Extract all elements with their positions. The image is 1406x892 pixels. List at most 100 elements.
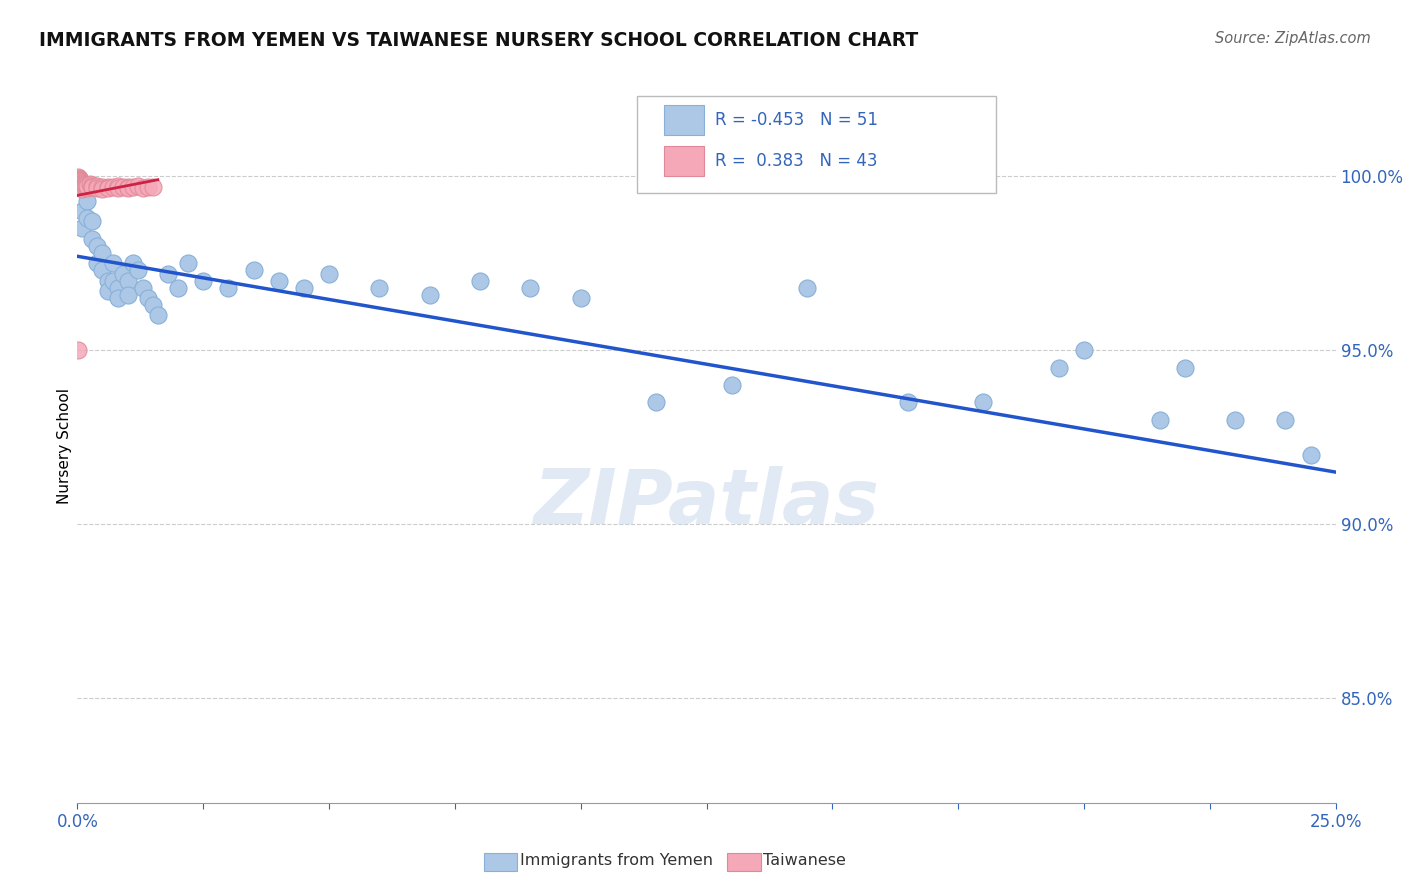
Point [1223,413,1246,427]
Point [117,179,139,194]
Point [1299,448,1322,462]
Point [67,171,90,186]
Point [76,211,98,225]
Point [1274,413,1296,427]
Point [82,179,104,194]
Point [111,267,134,281]
Point [101,256,124,270]
Point [70,178,93,192]
Point [897,395,920,409]
Point [318,267,340,281]
Point [142,298,165,312]
Point [66,343,89,358]
Point [96,181,118,195]
Point [142,179,165,194]
Point [107,178,129,193]
Point [127,178,149,193]
Point [107,181,129,195]
Point [76,194,98,208]
Text: Taiwanese: Taiwanese [763,854,846,868]
Point [177,256,200,270]
Point [720,378,742,392]
Point [107,291,129,305]
Point [1073,343,1095,358]
Point [156,267,179,281]
Point [72,180,94,194]
Point [796,280,818,294]
Point [136,291,159,305]
Point [86,178,108,193]
Point [86,181,108,195]
Point [72,221,94,235]
Point [117,274,139,288]
Point [82,180,104,194]
Point [69,174,91,188]
Point [1047,360,1070,375]
Point [91,182,114,196]
Text: Source: ZipAtlas.com: Source: ZipAtlas.com [1215,31,1371,46]
Text: R =  0.383   N = 43: R = 0.383 N = 43 [716,152,877,169]
Point [69,174,91,188]
Y-axis label: Nursery School: Nursery School [56,388,72,504]
Point [76,181,98,195]
Point [569,291,592,305]
Text: R = -0.453   N = 51: R = -0.453 N = 51 [716,112,879,129]
Point [86,256,108,270]
Point [242,263,264,277]
Point [107,280,129,294]
Point [86,239,108,253]
Point [67,171,90,186]
Point [67,169,90,184]
Text: IMMIGRANTS FROM YEMEN VS TAIWANESE NURSERY SCHOOL CORRELATION CHART: IMMIGRANTS FROM YEMEN VS TAIWANESE NURSE… [39,31,918,50]
Point [419,287,441,301]
Point [267,274,290,288]
Point [67,172,90,186]
Point [69,173,91,187]
Point [191,274,215,288]
Point [127,263,149,277]
Point [101,180,124,194]
Point [70,176,93,190]
Point [91,180,114,194]
Point [217,280,239,294]
Point [82,214,104,228]
Point [82,232,104,246]
Text: ZIPatlas: ZIPatlas [533,467,880,540]
Point [72,181,94,195]
Point [972,395,994,409]
Point [132,280,155,294]
Point [368,280,391,294]
FancyBboxPatch shape [664,145,704,176]
Point [132,181,155,195]
Point [1149,413,1171,427]
Point [72,179,94,194]
Text: Immigrants from Yemen: Immigrants from Yemen [520,854,713,868]
FancyBboxPatch shape [664,105,704,136]
Point [72,204,94,219]
Point [121,180,143,194]
Point [117,181,139,195]
Point [96,274,118,288]
Point [111,180,134,194]
Point [82,178,104,192]
Point [70,178,93,193]
Point [117,287,139,301]
Point [167,280,190,294]
Point [76,180,98,194]
Point [1174,360,1197,375]
Point [69,176,91,190]
Point [96,284,118,298]
Point [146,309,169,323]
Point [519,280,541,294]
Point [79,177,101,191]
Point [91,245,114,260]
Point [292,280,315,294]
Point [70,177,93,191]
Point [468,274,491,288]
Point [645,395,668,409]
Point [91,263,114,277]
FancyBboxPatch shape [637,96,995,193]
Point [136,180,159,194]
Point [72,182,94,196]
Point [101,274,124,288]
